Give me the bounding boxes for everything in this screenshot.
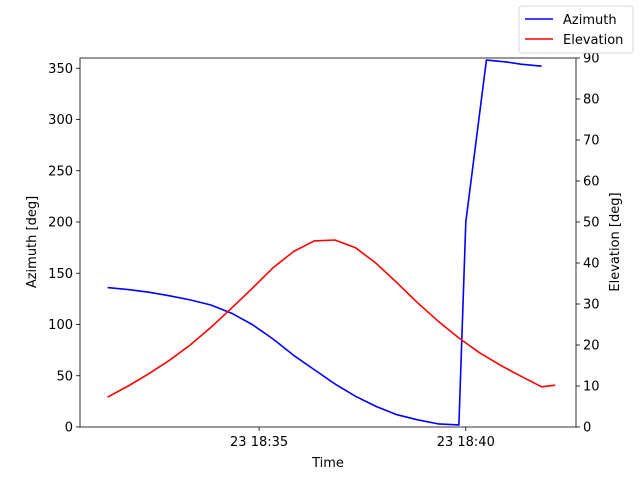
y-left-tick-label: 100 xyxy=(48,318,73,333)
plot-frame xyxy=(79,57,577,428)
legend-label-elevation: Elevation xyxy=(563,33,623,48)
y-right-tick-label: 90 xyxy=(583,52,600,67)
y-axis-label-right: Elevation [deg] xyxy=(608,192,623,291)
series-line-elevation xyxy=(107,239,556,398)
legend: Azimuth Elevation xyxy=(518,5,634,54)
y-left-tick-label: 300 xyxy=(48,113,73,128)
y-right-tick-label: 10 xyxy=(583,380,600,395)
series-layer xyxy=(107,59,556,426)
y-right-tick-label: 20 xyxy=(583,339,600,354)
y-right-tick-label: 60 xyxy=(583,175,600,190)
y-right-tick-label: 40 xyxy=(583,257,600,272)
axes-layer xyxy=(79,57,577,428)
y-left-tick-label: 200 xyxy=(48,216,73,231)
y-right-tick-label: 50 xyxy=(583,216,600,231)
y-right-tick-label: 70 xyxy=(583,134,600,149)
plot-area xyxy=(80,58,576,427)
legend-label-azimuth: Azimuth xyxy=(563,13,617,28)
y-left-tick-label: 0 xyxy=(65,421,73,436)
y-left-tick-label: 350 xyxy=(48,62,73,77)
x-axis-label: Time xyxy=(311,456,344,471)
y-left-tick-label: 250 xyxy=(48,164,73,179)
ticks-layer: 23 18:35 23 18:40 0 50 100 150 200 250 300 350 0 10… xyxy=(48,52,599,451)
y-right-tick-label: 0 xyxy=(583,421,591,436)
legend-box xyxy=(518,5,634,54)
y-right-tick-label: 30 xyxy=(583,298,600,313)
y-left-tick-label: 150 xyxy=(48,267,73,282)
x-tick-label: 23 18:40 xyxy=(437,435,495,450)
series-line-azimuth xyxy=(107,59,542,426)
y-right-tick-label: 80 xyxy=(583,93,600,108)
x-tick-label: 23 18:35 xyxy=(230,435,288,450)
y-axis-label-left: Azimuth [deg] xyxy=(25,196,40,288)
y-left-tick-label: 50 xyxy=(56,369,73,384)
